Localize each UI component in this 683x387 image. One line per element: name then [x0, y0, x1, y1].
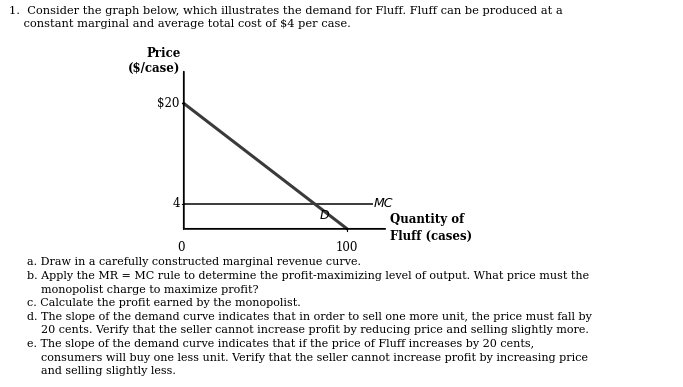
Text: ($/case): ($/case) [128, 62, 180, 75]
Text: 1.  Consider the graph below, which illustrates the demand for Fluff. Fluff can : 1. Consider the graph below, which illus… [9, 6, 563, 29]
Text: 100: 100 [336, 241, 359, 254]
Text: 0: 0 [177, 241, 184, 254]
Text: MC: MC [374, 197, 393, 210]
Text: $20: $20 [157, 97, 180, 110]
Text: Quantity of: Quantity of [389, 213, 464, 226]
Text: Price: Price [146, 46, 180, 60]
Text: D: D [320, 209, 329, 222]
Text: a. Draw in a carefully constructed marginal revenue curve.
b. Apply the MR = MC : a. Draw in a carefully constructed margi… [27, 257, 592, 376]
Text: Fluff (cases): Fluff (cases) [389, 229, 472, 243]
Text: 4: 4 [172, 197, 180, 210]
